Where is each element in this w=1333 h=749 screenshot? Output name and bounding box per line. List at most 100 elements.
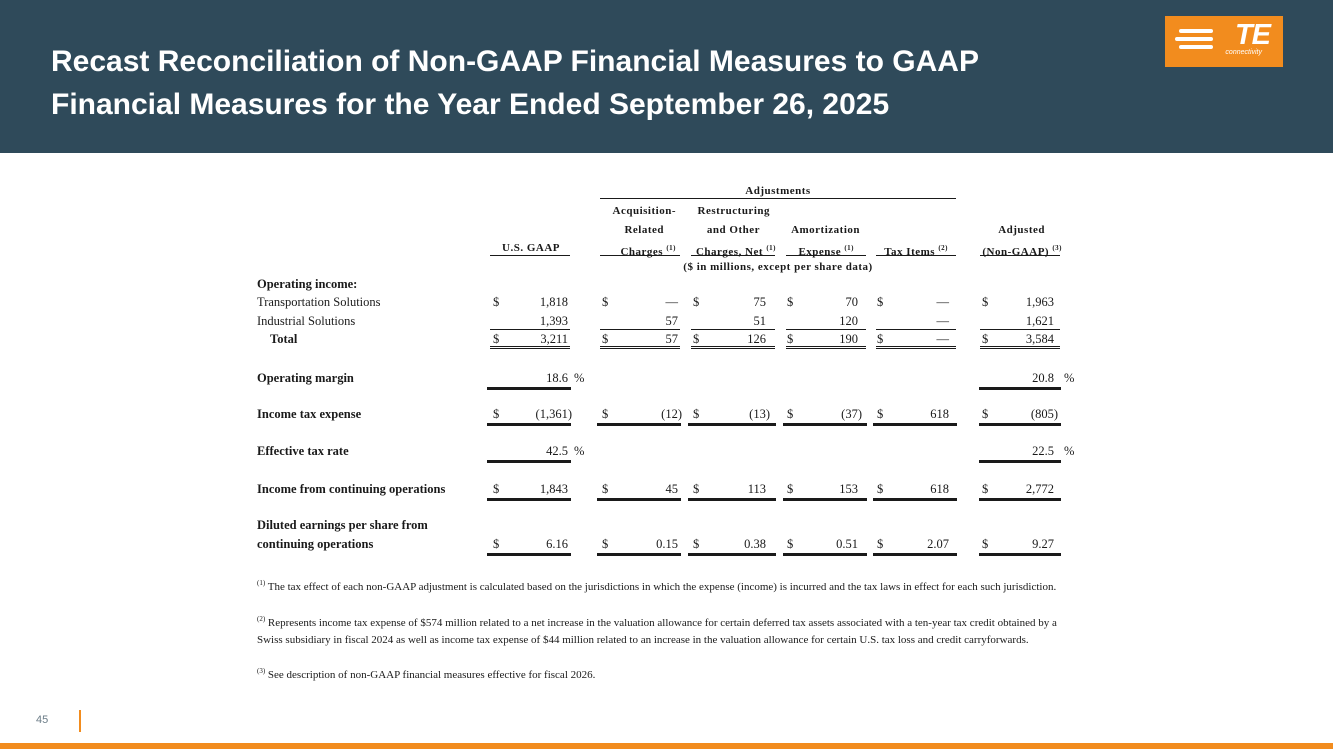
- dollar-sign: $: [877, 482, 884, 496]
- cell-income-cont-adj: 2,772: [1025, 482, 1054, 496]
- cell-income-cont-gaap: 1,843: [539, 482, 568, 496]
- row-label-transportation: Transportation Solutions: [257, 295, 381, 309]
- dollar-sign: $: [787, 407, 794, 421]
- cell-total-restr: 126: [747, 332, 766, 346]
- row-rule: [487, 387, 571, 390]
- subtotal-rule: [980, 329, 1060, 330]
- dollar-sign: $: [982, 332, 989, 346]
- cell-eps-amort: 0.51: [836, 537, 858, 551]
- dollar-sign: $: [982, 295, 989, 309]
- row-rule: [688, 423, 776, 426]
- dollar-sign: $: [982, 407, 989, 421]
- cell-industrial-gaap: 1,393: [539, 314, 568, 328]
- dollar-sign: $: [982, 482, 989, 496]
- cell-tax-expense-gaap: (1,361): [535, 407, 572, 421]
- cell-tax-expense-amort: (37): [841, 407, 862, 421]
- cell-tax-expense-restr: (13): [749, 407, 770, 421]
- row-label-total: Total: [270, 332, 298, 346]
- row-label-effective-tax-rate: Effective tax rate: [257, 444, 349, 458]
- cell-total-gaap: 3,211: [540, 332, 568, 346]
- cell-eps-acq: 0.15: [656, 537, 678, 551]
- cell-industrial-adj: 1,621: [1025, 314, 1054, 328]
- cell-tax-expense-adj: (805): [1030, 407, 1058, 421]
- footnote-1: (1) The tax effect of each non-GAAP adju…: [257, 579, 1057, 593]
- footnote-2: (2) Represents income tax expense of $57…: [257, 615, 1057, 646]
- cell-eff-tax-adj: 22.5: [1032, 444, 1054, 458]
- col-acq-line2: Related: [624, 224, 664, 236]
- row-label-industrial: Industrial Solutions: [257, 314, 356, 328]
- row-rule: [873, 553, 957, 556]
- col-amort-line1: Amortization: [791, 224, 860, 236]
- cell-industrial-acq: 57: [665, 314, 679, 328]
- subtotal-rule: [490, 329, 570, 330]
- logo-stripes-icon: [1175, 29, 1213, 49]
- cell-transportation-tax: —: [936, 295, 950, 309]
- total-double-rule: [786, 346, 866, 349]
- row-rule: [873, 423, 957, 426]
- percent-sign: %: [574, 371, 585, 385]
- dollar-sign: $: [602, 332, 609, 346]
- page-number-divider: [79, 710, 81, 732]
- row-rule: [688, 498, 776, 501]
- subtotal-rule: [786, 329, 866, 330]
- cell-total-adj: 3,584: [1025, 332, 1054, 346]
- row-label-eps-line2: continuing operations: [257, 537, 374, 551]
- footnote-3: (3) See description of non-GAAP financia…: [257, 667, 596, 681]
- dollar-sign: $: [787, 295, 794, 309]
- slide-header: Recast Reconciliation of Non-GAAP Financ…: [0, 0, 1333, 153]
- row-rule: [487, 460, 571, 463]
- cell-industrial-tax: —: [936, 314, 950, 328]
- dollar-sign: $: [693, 407, 700, 421]
- cell-tax-expense-acq: (12): [661, 407, 682, 421]
- dollar-sign: $: [877, 537, 884, 551]
- section-operating-income: Operating income:: [257, 277, 358, 291]
- dollar-sign: $: [602, 295, 609, 309]
- adjustments-rule: [600, 198, 956, 199]
- cell-industrial-amort: 120: [839, 314, 858, 328]
- row-rule: [979, 387, 1061, 390]
- cell-industrial-restr: 51: [753, 314, 767, 328]
- dollar-sign: $: [982, 537, 989, 551]
- dollar-sign: $: [787, 482, 794, 496]
- cell-total-amort: 190: [839, 332, 858, 346]
- row-rule: [487, 553, 571, 556]
- cell-op-margin-adj: 20.8: [1032, 371, 1054, 385]
- bottom-accent-bar: [0, 743, 1333, 749]
- total-double-rule: [876, 346, 956, 349]
- row-rule: [688, 553, 776, 556]
- cell-income-cont-tax: 618: [930, 482, 949, 496]
- adjustments-header: Adjustments: [745, 185, 811, 197]
- cell-eff-tax-gaap: 42.5: [546, 444, 568, 458]
- col-rule-amort: [786, 255, 866, 256]
- dollar-sign: $: [602, 482, 609, 496]
- slide-title: Recast Reconciliation of Non-GAAP Financ…: [51, 40, 1131, 126]
- units-note: ($ in millions, except per share data): [683, 261, 873, 273]
- row-rule: [783, 498, 867, 501]
- cell-eps-restr: 0.38: [744, 537, 766, 551]
- row-rule: [873, 498, 957, 501]
- dollar-sign: $: [787, 332, 794, 346]
- col-restr-line1: Restructuring: [697, 205, 770, 217]
- cell-eps-tax: 2.07: [927, 537, 949, 551]
- row-rule: [597, 498, 681, 501]
- title-line-2: Financial Measures for the Year Ended Se…: [51, 88, 890, 121]
- percent-sign: %: [1064, 444, 1075, 458]
- row-rule: [783, 423, 867, 426]
- total-double-rule: [691, 346, 775, 349]
- col-tax-header: Tax Items (2): [884, 244, 948, 258]
- cell-transportation-amort: 70: [845, 295, 859, 309]
- page-number: 45: [36, 714, 49, 726]
- cell-total-tax: —: [936, 332, 950, 346]
- dollar-sign: $: [693, 295, 700, 309]
- cell-income-cont-amort: 153: [839, 482, 858, 496]
- col-rule-gaap: [490, 255, 570, 256]
- dollar-sign: $: [693, 332, 700, 346]
- dollar-sign: $: [493, 295, 500, 309]
- col-amort-line2: Expense (1): [798, 244, 854, 258]
- te-connectivity-logo: TE connectivity: [1165, 16, 1283, 67]
- dollar-sign: $: [493, 482, 500, 496]
- cell-income-cont-acq: 45: [665, 482, 679, 496]
- col-adjusted-line2: (Non-GAAP) (3): [982, 244, 1062, 258]
- total-double-rule: [980, 346, 1060, 349]
- row-label-income-tax: Income tax expense: [257, 407, 362, 421]
